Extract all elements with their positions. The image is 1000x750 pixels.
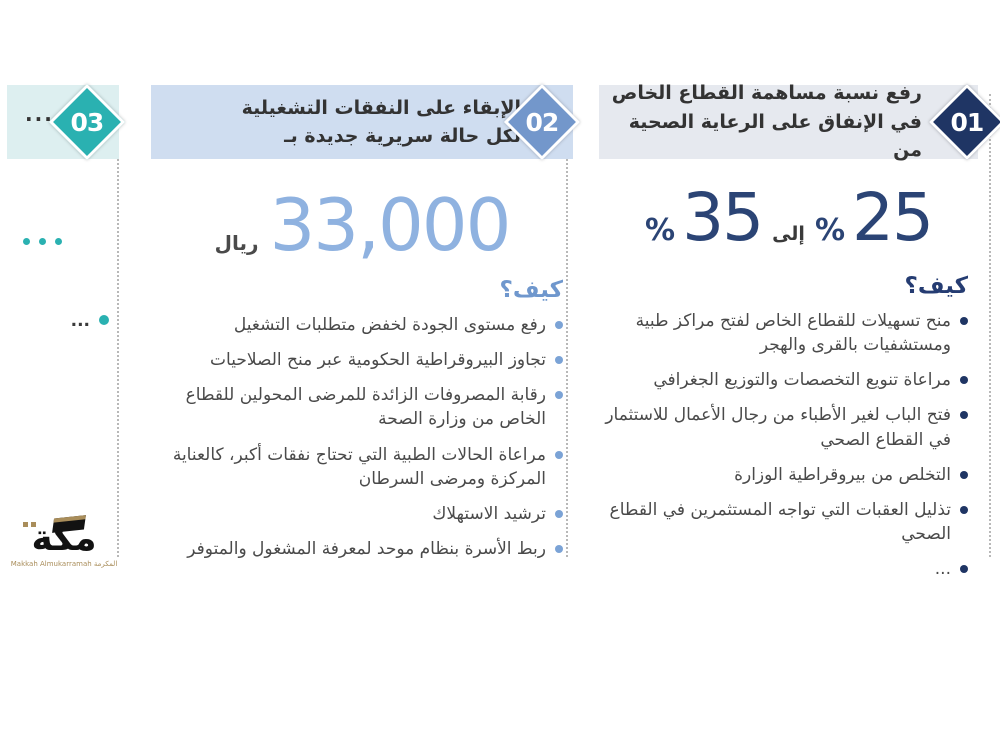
section-01-title-line2: في الإنفاق على الرعاية الصحية من	[628, 110, 922, 162]
section-02: الإبقاء على النفقات التشغيلية لكل حالة س…	[151, 83, 581, 572]
bullet-dot	[555, 356, 563, 365]
logo-dot	[31, 522, 36, 527]
bullet-item: ...	[599, 557, 968, 581]
bullet-item: فتح الباب لغير الأطباء من رجال الأعمال ل…	[599, 403, 968, 451]
bullet-dot	[555, 391, 563, 400]
bullet-item: رفع مستوى الجودة لخفض متطلبات التشغيل	[151, 313, 563, 337]
bullet-dot	[960, 470, 968, 479]
section-02-bullets: رفع مستوى الجودة لخفض متطلبات التشغيل تج…	[151, 313, 573, 561]
section-03-bullets: ...	[7, 309, 119, 333]
stat-to-value: 35	[682, 179, 764, 256]
bullet-dot	[99, 315, 109, 325]
ellipsis-dot	[55, 238, 62, 245]
bullet-item: التخلص من بيروقراطية الوزارة	[599, 463, 968, 487]
bullet-item: مراعاة الحالات الطبية التي تحتاج نفقات أ…	[151, 443, 563, 491]
section-02-how-label: كيف؟	[499, 277, 564, 303]
bullet-item: منح تسهيلات للقطاع الخاص لفتح مراكز طبية…	[599, 309, 968, 357]
bullet-dot	[960, 565, 968, 573]
stat-connector: إلى	[772, 223, 805, 245]
section-01-how-label: كيف؟	[904, 273, 969, 299]
bullet-dot	[555, 509, 563, 518]
section-01-title-line1: رفع نسبة مساهمة القطاع الخاص	[611, 82, 922, 105]
section-02-stat: 33,000 ريال	[151, 159, 573, 275]
bullet-dot	[960, 376, 968, 385]
section-01: رفع نسبة مساهمة القطاع الخاص في الإنفاق …	[599, 82, 1000, 592]
section-03-number: 03	[70, 107, 104, 137]
bullet-item: تذليل العقبات التي تواجه المستثمرين في ا…	[599, 498, 968, 546]
stat-value: 33,000	[269, 183, 511, 267]
bullet-dot	[555, 450, 563, 459]
section-03-stat-ellipsis	[7, 159, 119, 261]
stat-from-value: 25	[852, 179, 934, 256]
bullet-dot	[960, 505, 968, 514]
section-01-title: رفع نسبة مساهمة القطاع الخاص في الإنفاق …	[599, 79, 978, 165]
section-03-title: ...	[25, 102, 54, 126]
section-02-header: الإبقاء على النفقات التشغيلية لكل حالة س…	[151, 85, 573, 159]
bullet-item: رقابة المصروفات الزائدة للمرضى المحولين …	[151, 383, 563, 431]
section-02-title: الإبقاء على النفقات التشغيلية لكل حالة س…	[151, 94, 573, 151]
section-02-title-line2: لكل حالة سريرية جديدة بـ	[284, 125, 521, 147]
ellipsis-dot	[23, 238, 30, 245]
section-02-number: 02	[525, 107, 559, 137]
bullet-item: ربط الأسرة بنظام موحد لمعرفة المشغول وال…	[151, 537, 563, 561]
section-01-header: رفع نسبة مساهمة القطاع الخاص في الإنفاق …	[599, 82, 978, 161]
dotted-divider	[117, 94, 119, 557]
section-01-bullets: منح تسهيلات للقطاع الخاص لفتح مراكز طبية…	[599, 309, 978, 581]
logo-caption: Makkah Almukarramah المكرمة	[10, 560, 118, 568]
bullet-dot	[960, 317, 968, 325]
bullet-item: مراعاة تنويع التخصصات والتوزيع الجغرافي	[599, 368, 968, 392]
bullet-item: تجاوز البيروقراطية الحكومية عبر منح الصل…	[151, 348, 563, 372]
percent-sign: %	[645, 213, 676, 248]
section-02-title-line1: الإبقاء على النفقات التشغيلية	[241, 96, 521, 119]
section-01-number: 01	[950, 107, 984, 137]
bullet-dot	[555, 321, 563, 329]
ellipsis-dot	[39, 238, 46, 245]
section-01-stat: 25 % إلى 35 %	[599, 159, 978, 271]
bullet-dot	[555, 544, 563, 553]
section-03: ... 03 ...	[7, 83, 126, 344]
stat-unit: ريال	[214, 231, 259, 255]
dotted-divider	[566, 94, 568, 557]
bullet-item: ترشيد الاستهلاك	[151, 502, 563, 526]
percent-sign: %	[814, 213, 845, 248]
dotted-divider	[989, 94, 991, 557]
bullet-dot	[960, 411, 968, 420]
logo-dot	[23, 522, 28, 527]
bullet-item: ...	[7, 309, 109, 333]
makkah-logo: مكة Makkah Almukarramah المكرمة	[11, 511, 117, 571]
